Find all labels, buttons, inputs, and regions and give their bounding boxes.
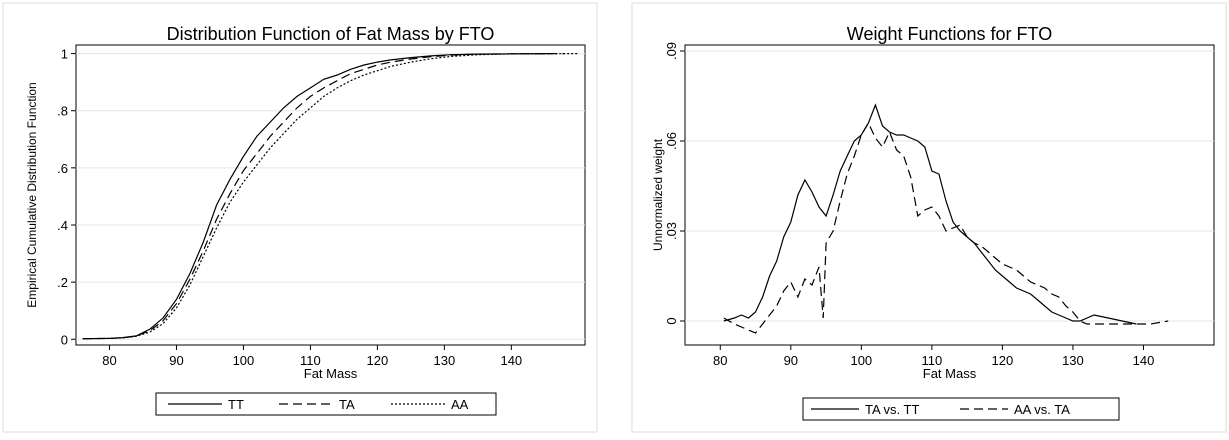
y-tick-label: .8 <box>57 104 68 119</box>
x-axis-label: Fat Mass <box>923 366 977 381</box>
y-tick-label: 0 <box>61 332 68 347</box>
chart-panel-weights: Weight Functions for FTO 0 .03 .06 .09 80 90 10… <box>629 0 1229 435</box>
series-line-1 <box>723 121 1169 334</box>
y-tick-label: 1 <box>61 47 68 62</box>
y-tick-label: .09 <box>664 42 679 60</box>
plot-area <box>684 44 1215 346</box>
y-tick-label: .03 <box>664 222 679 240</box>
series-line-0 <box>82 53 552 340</box>
x-tick-label: 110 <box>300 353 321 368</box>
x-tick-label: 130 <box>434 353 456 368</box>
legend-label-2: AA <box>451 397 469 412</box>
x-tick-label: 140 <box>500 353 522 368</box>
x-tick-label: 100 <box>850 353 872 368</box>
legend-label-1: AA vs. TA <box>1014 402 1070 417</box>
weight-chart-svg: Weight Functions for FTO 0 .03 .06 .09 80 90 10… <box>631 2 1227 433</box>
legend-label-0: TA vs. TT <box>865 402 919 417</box>
x-tick-label: 80 <box>102 353 116 368</box>
x-tick-label: 80 <box>713 353 727 368</box>
y-tick-label: .2 <box>57 275 68 290</box>
y-tick-label: .4 <box>57 218 68 233</box>
x-tick-label: 100 <box>233 353 255 368</box>
x-tick-label: 140 <box>1133 353 1155 368</box>
series-line-0 <box>723 103 1137 325</box>
cdf-chart-svg: Distribution Function of Fat Mass by FTO… <box>2 2 598 433</box>
x-tick-label: 120 <box>992 353 1014 368</box>
y-axis-label: Unnormalized weight <box>651 138 665 251</box>
y-tick-label: .6 <box>57 161 68 176</box>
legend-label-0: TT <box>228 397 244 412</box>
plot-area <box>75 44 586 346</box>
x-axis-label: Fat Mass <box>304 366 358 381</box>
x-tick-label: 120 <box>367 353 389 368</box>
x-tick-label: 90 <box>169 353 183 368</box>
chart-title: Distribution Function of Fat Mass by FTO <box>167 24 495 44</box>
chart-title: Weight Functions for FTO <box>847 24 1052 44</box>
chart-panel-cdf: Distribution Function of Fat Mass by FTO… <box>0 0 600 435</box>
y-tick-label: .06 <box>664 132 679 150</box>
x-tick-label: 130 <box>1062 353 1084 368</box>
y-tick-label: 0 <box>664 317 679 324</box>
y-axis-label: Empirical Cumulative Distribution Functi… <box>25 82 39 307</box>
x-tick-label: 110 <box>921 353 942 368</box>
legend-label-1: TA <box>339 397 355 412</box>
x-tick-label: 90 <box>784 353 798 368</box>
